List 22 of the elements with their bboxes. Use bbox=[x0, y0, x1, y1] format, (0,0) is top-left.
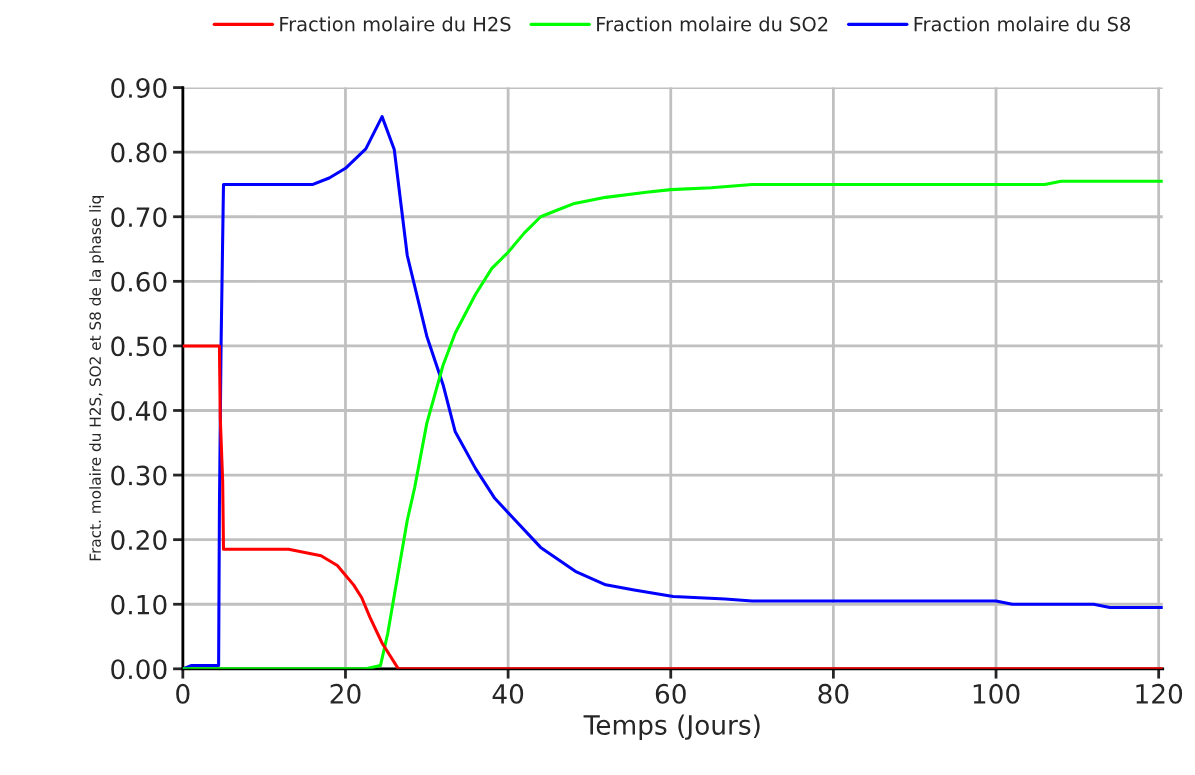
y-tick-label: 0.30 bbox=[111, 465, 167, 486]
x-tick-label: 0 bbox=[176, 683, 190, 704]
y-tick-label: 0.90 bbox=[111, 78, 167, 98]
x-tick-label: 120 bbox=[1136, 683, 1183, 704]
y-tick-label: 0.20 bbox=[111, 530, 167, 551]
y-tick-label: 0.80 bbox=[111, 142, 167, 163]
y-tick-label: 0.50 bbox=[111, 336, 167, 357]
y-tick-label: 0.00 bbox=[111, 659, 167, 680]
x-axis-title: Temps (Jours) bbox=[583, 714, 760, 741]
x-tick-label: 40 bbox=[492, 683, 524, 704]
y-axis-title: Fract. molaire du H2S, SO2 et S8 de la phase liq bbox=[89, 196, 104, 561]
x-tick-label: 80 bbox=[818, 683, 849, 704]
y-tick-label: 0.70 bbox=[111, 207, 167, 228]
y-tick-label: 0.10 bbox=[111, 594, 167, 615]
x-tick-label: 20 bbox=[330, 683, 361, 704]
x-tick-label: 60 bbox=[655, 683, 686, 704]
y-tick-label: 0.60 bbox=[111, 271, 167, 292]
legend-label: Fraction molaire du SO2 bbox=[597, 16, 828, 32]
x-tick-label: 100 bbox=[973, 683, 1020, 704]
y-tick-label: 0.40 bbox=[111, 400, 167, 421]
legend-label: Fraction molaire du H2S bbox=[280, 16, 511, 32]
legend-label: Fraction molaire du S8 bbox=[914, 16, 1131, 32]
